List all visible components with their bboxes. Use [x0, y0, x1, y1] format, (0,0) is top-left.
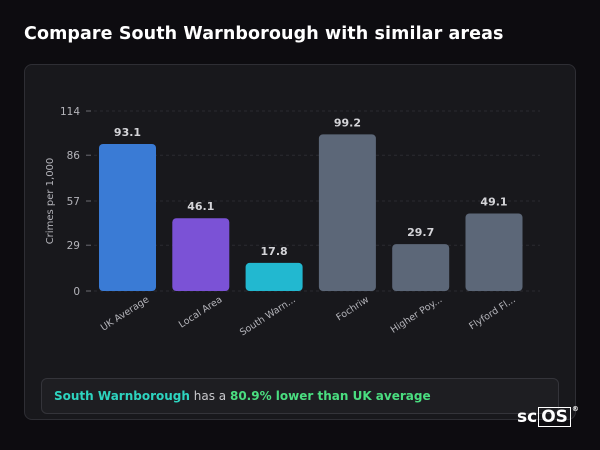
bar	[465, 213, 523, 291]
bar-value-label: 29.7	[407, 226, 434, 239]
x-tick-label: Fochriw	[334, 294, 371, 323]
bar	[318, 134, 376, 291]
bar	[392, 244, 450, 291]
summary-middle-text: has a	[193, 389, 227, 403]
bar-value-label: 99.2	[334, 116, 361, 129]
y-tick-label: 0	[73, 286, 80, 298]
x-tick-label: Local Area	[177, 294, 225, 330]
page-title: Compare South Warnborough with similar a…	[24, 24, 504, 44]
x-tick-label: Flyford Fl...	[467, 294, 517, 332]
y-axis-label: Crimes per 1,000	[45, 158, 56, 245]
y-tick-label: 57	[67, 196, 80, 208]
bar	[172, 218, 230, 291]
bar-value-label: 93.1	[114, 126, 141, 139]
x-tick-label: South Warn...	[238, 294, 298, 338]
summary-highlight: 80.9% lower than UK average	[229, 389, 431, 403]
y-tick-label: 86	[67, 150, 81, 162]
logo-boxed-text: OS	[538, 407, 571, 427]
scos-logo: sc OS ®	[517, 405, 579, 427]
bar-value-label: 46.1	[187, 200, 214, 213]
summary-area-name: South Warnborough	[54, 389, 190, 403]
bar	[99, 144, 156, 291]
x-tick-label: Higher Poy...	[389, 294, 445, 335]
logo-registered-mark: ®	[571, 405, 579, 413]
y-tick-label: 29	[67, 240, 80, 252]
logo-text: sc	[517, 407, 538, 427]
comparison-summary: South Warnborough has a 80.9% lower than…	[41, 378, 559, 414]
y-tick-label: 114	[60, 106, 80, 118]
x-tick-label: UK Average	[99, 294, 151, 333]
bar-value-label: 17.8	[261, 245, 288, 258]
bar	[245, 262, 303, 291]
bar-value-label: 49.1	[480, 195, 507, 208]
